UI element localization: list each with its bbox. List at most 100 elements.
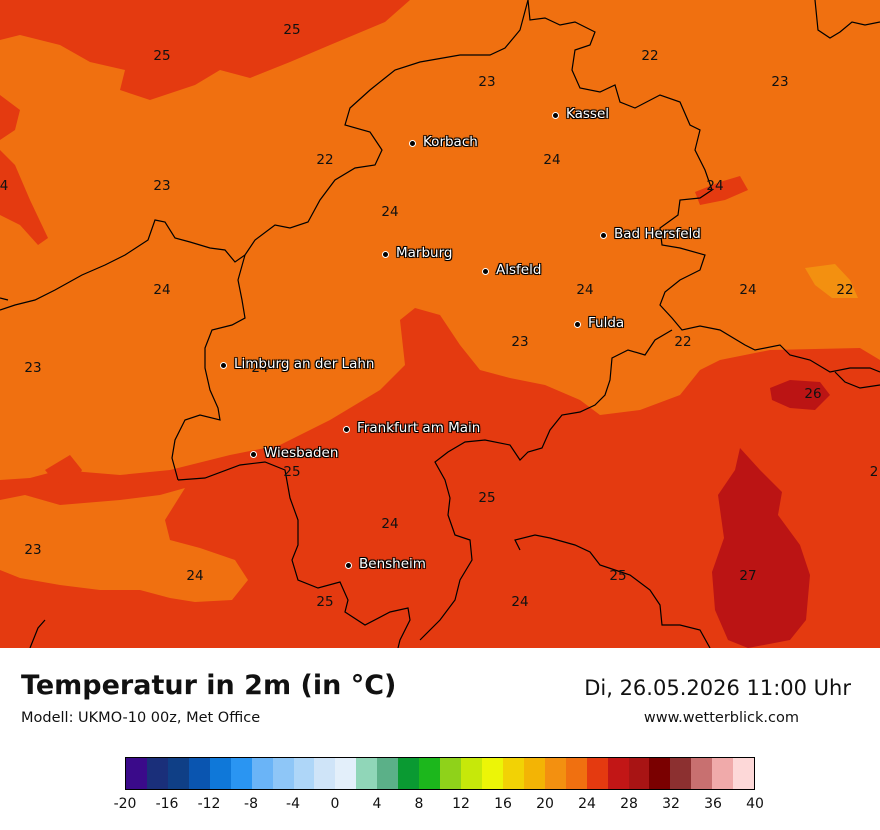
forecast-datetime: Di, 26.05.2026 11:00 Uhr	[584, 676, 851, 700]
legend-swatch	[565, 758, 587, 789]
legend-swatch	[209, 758, 231, 789]
warm-region-west-bump	[0, 95, 20, 140]
city-dot	[250, 451, 257, 458]
region-borders	[0, 0, 880, 648]
legend-ticks: -20 -16 -12 -8 -4 0 4 8 12 16 20 24 28 32 36 40	[0, 796, 880, 816]
temperature-value: 22	[674, 334, 692, 350]
legend-swatch	[649, 758, 671, 789]
city-dot	[343, 426, 350, 433]
legend-tick-label: 8	[414, 796, 424, 812]
legend-swatch	[544, 758, 566, 789]
temperature-value: 26	[804, 386, 822, 402]
legend-tick-label: 36	[704, 796, 722, 812]
city-dot	[574, 321, 581, 328]
temperature-value: 23	[24, 542, 42, 558]
city-label: Fulda	[588, 315, 625, 331]
legend-swatch	[335, 758, 357, 789]
temperature-value: 24	[576, 282, 594, 298]
temperature-value: 24	[706, 178, 724, 194]
temperature-value: 25	[609, 568, 627, 584]
temperature-value: 24	[381, 204, 399, 220]
legend-swatch	[586, 758, 608, 789]
temperature-value: 4	[0, 178, 9, 194]
temperature-value: 24	[739, 282, 757, 298]
city-dot	[552, 112, 559, 119]
warm-region-northeast	[695, 176, 748, 205]
temperature-map	[0, 0, 880, 648]
hot-region-southeast	[712, 448, 810, 648]
legend-swatch	[293, 758, 315, 789]
city-dot	[409, 140, 416, 147]
temperature-value: 23	[478, 74, 496, 90]
temperature-value: 2	[869, 464, 879, 480]
legend-swatch	[733, 758, 755, 789]
legend-tick-label: -8	[244, 796, 258, 812]
city-label: Frankfurt am Main	[357, 420, 481, 436]
temperature-value: 23	[24, 360, 42, 376]
city-label: Bensheim	[359, 556, 426, 572]
temperature-value: 23	[771, 74, 789, 90]
temperature-value: 24	[543, 152, 561, 168]
city-label: Wiesbaden	[264, 445, 339, 461]
legend-swatch	[481, 758, 503, 789]
legend-swatch	[523, 758, 545, 789]
city-dot	[220, 362, 227, 369]
legend-swatch	[167, 758, 189, 789]
temperature-value: 25	[283, 464, 301, 480]
legend-swatch	[377, 758, 399, 789]
city-dot	[345, 562, 352, 569]
warm-region-north	[0, 0, 410, 100]
temperature-value: 24	[153, 282, 171, 298]
city-dot	[382, 251, 389, 258]
legend-swatch	[356, 758, 378, 789]
cool-region-east	[805, 264, 858, 298]
legend-swatch	[607, 758, 629, 789]
city-label: Bad Hersfeld	[614, 226, 701, 242]
color-legend	[125, 757, 755, 790]
temperature-value: 25	[283, 22, 301, 38]
city-label: Alsfeld	[496, 262, 542, 278]
legend-swatch	[440, 758, 461, 789]
legend-tick-label: 16	[494, 796, 512, 812]
temperature-value: 27	[739, 568, 757, 584]
legend-swatch	[419, 758, 441, 789]
city-label: Kassel	[566, 106, 610, 122]
legend-swatch	[146, 758, 168, 789]
legend-swatch	[188, 758, 210, 789]
city-label: Korbach	[423, 134, 478, 150]
legend-swatch	[126, 758, 147, 789]
temperature-value: 24	[251, 360, 269, 376]
temperature-value: 22	[836, 282, 854, 298]
cool-intrusion-southwest	[0, 488, 248, 602]
temperature-value: 25	[478, 490, 496, 506]
map-title: Temperatur in 2m (in °C)	[21, 670, 397, 701]
legend-swatch	[461, 758, 482, 789]
legend-tick-label: 20	[536, 796, 554, 812]
temperature-value: 24	[186, 568, 204, 584]
legend-tick-label: -4	[286, 796, 300, 812]
warm-region-west-2	[0, 150, 48, 245]
temperature-value: 23	[153, 178, 171, 194]
city-label: Marburg	[396, 245, 453, 261]
legend-tick-label: 0	[330, 796, 340, 812]
legend-swatch	[272, 758, 294, 789]
temperature-value: 22	[316, 152, 334, 168]
warm-region-mid-patch	[45, 455, 82, 485]
city-dot	[482, 268, 489, 275]
legend-tick-label: 32	[662, 796, 680, 812]
temperature-value: 22	[641, 48, 659, 64]
hot-spot-east	[770, 380, 830, 410]
website-link[interactable]: www.wetterblick.com	[643, 710, 799, 726]
legend-swatch	[398, 758, 420, 789]
city-dot	[600, 232, 607, 239]
legend-swatch	[230, 758, 252, 789]
legend-tick-label: -20	[113, 796, 137, 812]
legend-swatch	[314, 758, 336, 789]
legend-swatch	[712, 758, 734, 789]
temperature-value: 23	[511, 334, 529, 350]
legend-tick-label: 4	[372, 796, 382, 812]
legend-tick-label: -12	[197, 796, 221, 812]
temperature-value: 24	[381, 516, 399, 532]
model-info: Modell: UKMO-10 00z, Met Office	[21, 710, 261, 726]
temperature-value: 24	[511, 594, 529, 610]
